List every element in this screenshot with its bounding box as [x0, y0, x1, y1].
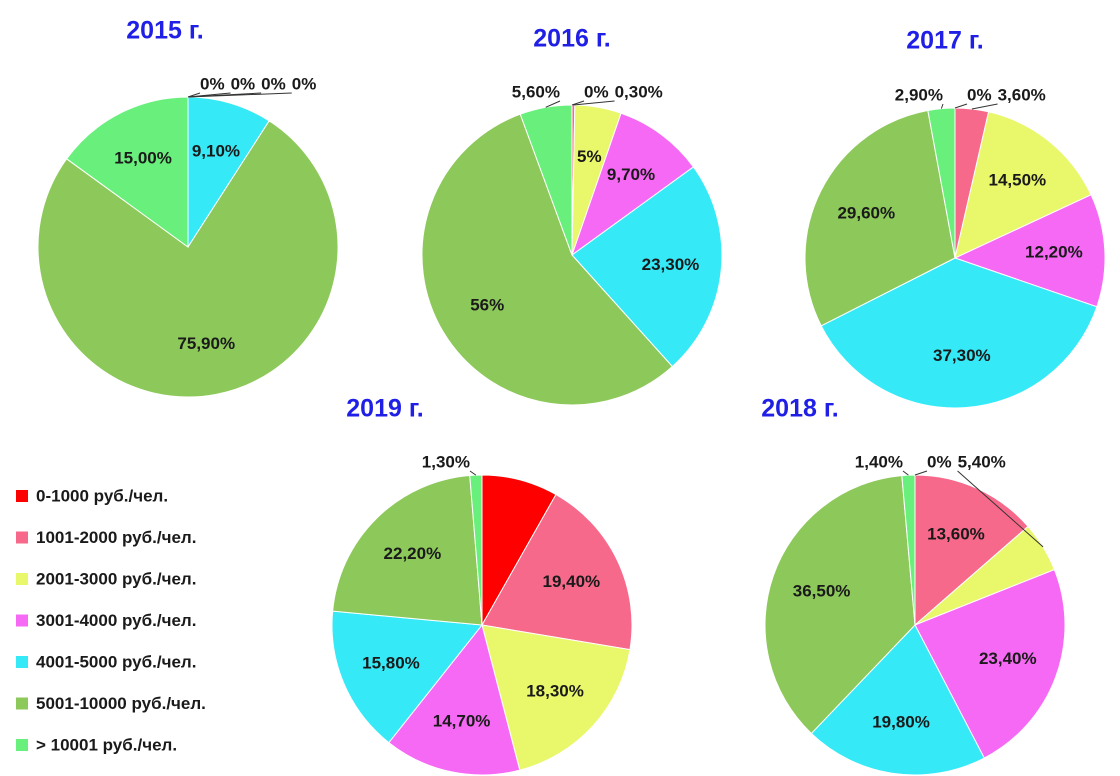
data-label: 19,80%	[872, 712, 930, 731]
leader-line	[940, 103, 944, 109]
data-label: 22,20%	[384, 544, 442, 563]
chart-title: 2015 г.	[126, 17, 203, 45]
legend-swatch	[16, 490, 28, 502]
data-label: 9,10%	[192, 142, 240, 161]
pie-slice	[571, 166, 723, 368]
data-label: 5%	[577, 147, 602, 166]
data-label: 15,80%	[362, 653, 420, 672]
data-label: 36,50%	[793, 582, 851, 601]
pie-slice	[332, 474, 483, 626]
data-label: 5,60%	[512, 82, 560, 101]
data-label: 0%	[927, 452, 952, 471]
legend-label: 5001-10000 руб./чел.	[36, 694, 206, 713]
data-label: 9,70%	[607, 165, 655, 184]
data-label: 0,30%	[615, 82, 663, 101]
data-label: 1,30%	[422, 452, 470, 471]
legend-label: 4001-5000 руб./чел.	[36, 652, 196, 671]
pie-slice	[810, 624, 985, 776]
data-label: 0%	[231, 74, 256, 93]
data-label: 75,90%	[177, 334, 235, 353]
data-label: 29,60%	[837, 204, 895, 223]
pie-slice	[65, 96, 189, 248]
pie-slice	[764, 475, 916, 735]
legend-swatch	[16, 697, 28, 710]
leader-line	[971, 103, 998, 110]
leader-line	[187, 92, 292, 98]
legend-label: 0-1000 руб./чел.	[36, 486, 168, 505]
leader-line	[545, 100, 561, 108]
pie-slice	[954, 111, 1092, 259]
data-label: 37,30%	[933, 346, 991, 365]
pie-slice	[481, 624, 631, 771]
chart-title: 2019 г.	[346, 395, 423, 423]
leader-line	[914, 470, 928, 476]
pie-slice	[331, 610, 483, 744]
data-label: 0%	[584, 82, 609, 101]
data-label: 14,50%	[988, 171, 1046, 190]
pie-slice	[571, 112, 695, 257]
pie-slice	[421, 113, 674, 406]
legend-swatch	[16, 656, 28, 668]
chart-title: 2018 г.	[761, 395, 838, 423]
data-label: 15,00%	[114, 148, 172, 167]
data-label: 23,30%	[642, 255, 700, 274]
data-label: 0%	[200, 74, 225, 93]
pie-slice	[37, 120, 339, 398]
legend-label: 1001-2000 руб./чел.	[36, 528, 196, 547]
chart-title: 2016 г.	[533, 25, 610, 53]
pie-slice	[481, 493, 633, 651]
pie-slice	[388, 623, 521, 776]
pie-slice	[914, 568, 1066, 759]
data-label: 12,20%	[1025, 242, 1083, 261]
pie-slice	[820, 257, 1098, 409]
pie-slice	[804, 109, 956, 327]
legend-label: 3001-4000 руб./чел.	[36, 611, 196, 630]
data-label: 0%	[967, 85, 992, 104]
legend-swatch	[16, 614, 28, 627]
leader-line	[954, 103, 968, 109]
data-label: 5,40%	[958, 452, 1006, 471]
data-label: 13,60%	[927, 524, 985, 543]
data-label: 18,30%	[526, 681, 584, 700]
data-label: 0%	[261, 74, 286, 93]
leader-line	[573, 100, 615, 106]
data-label: 14,70%	[433, 711, 491, 730]
chart-title: 2017 г.	[906, 27, 983, 55]
leader-line	[902, 470, 909, 476]
leader-line	[571, 100, 585, 106]
data-label: 56%	[470, 296, 504, 315]
data-label: 2,90%	[895, 85, 943, 104]
data-label: 3,60%	[998, 85, 1046, 104]
legend-label: > 10001 руб./чел.	[36, 735, 177, 754]
leader-line	[957, 470, 1044, 548]
leader-line	[469, 470, 477, 476]
legend-swatch	[16, 573, 28, 585]
legend-swatch	[16, 531, 28, 544]
data-label: 0%	[292, 74, 317, 93]
data-label: 8,20%	[483, 519, 531, 538]
legend-label: 2001-3000 руб./чел.	[36, 569, 196, 588]
data-label: 19,40%	[543, 572, 601, 591]
data-label: 23,40%	[979, 649, 1037, 668]
legend-swatch	[16, 739, 28, 751]
pie-slice	[953, 194, 1106, 308]
data-label: 1,40%	[855, 452, 903, 471]
